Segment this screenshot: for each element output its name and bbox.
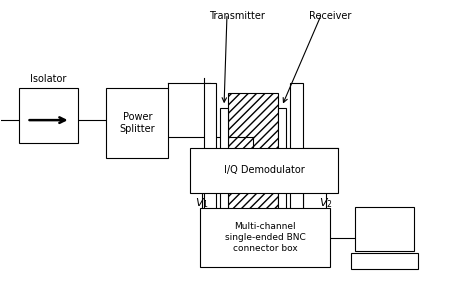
Text: Transmitter: Transmitter (209, 11, 265, 21)
Text: Isolator: Isolator (30, 74, 67, 84)
Text: I/Q Demodulator: I/Q Demodulator (224, 165, 304, 175)
Bar (355, 207, 414, 251)
Text: Multi-channel
single-ended BNC
connector box: Multi-channel single-ended BNC connector… (225, 222, 305, 253)
Bar (278, 108, 286, 223)
Bar (290, 83, 303, 223)
Text: Power
Splitter: Power Splitter (119, 112, 155, 134)
Text: Receiver: Receiver (309, 11, 351, 21)
Bar (228, 93, 278, 223)
Bar (18, 88, 79, 143)
Bar (106, 88, 168, 158)
Bar (220, 108, 228, 223)
Bar (204, 83, 216, 223)
Bar (351, 253, 419, 269)
Text: $V_2$: $V_2$ (319, 196, 333, 210)
Bar (190, 148, 337, 193)
Bar (200, 208, 330, 267)
Bar (223, 231, 283, 242)
Text: $V_1$: $V_1$ (195, 196, 209, 210)
